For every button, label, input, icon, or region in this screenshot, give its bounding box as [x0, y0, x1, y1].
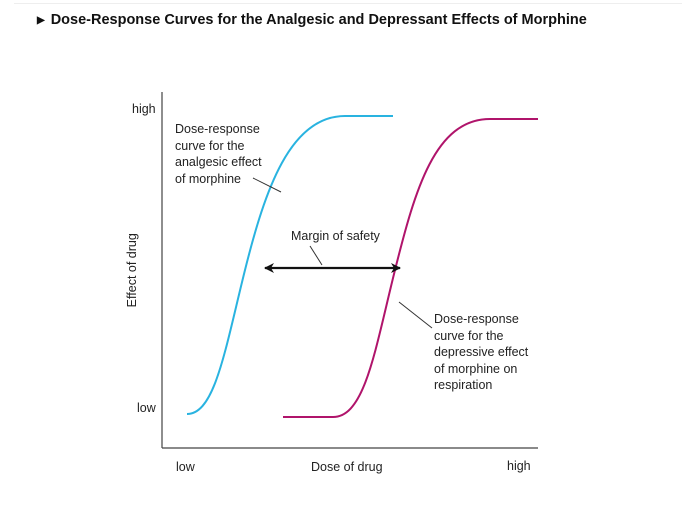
depressive-leader-line — [398, 301, 433, 329]
x-axis-low-label: low — [176, 460, 195, 474]
depressive-annotation: Dose-response curve for the depressive e… — [434, 311, 528, 394]
annotation-line: Dose-response — [434, 312, 519, 326]
analgesic-leader-line — [252, 177, 282, 193]
analgesic-annotation: Dose-response curve for the analgesic ef… — [175, 121, 262, 187]
annotation-line: Dose-response — [175, 122, 260, 136]
x-axis-high-label: high — [507, 459, 531, 473]
margin-of-safety-label: Margin of safety — [291, 229, 380, 243]
title-text: Dose-Response Curves for the Analgesic a… — [50, 12, 587, 28]
figure-title: ▶ Dose-Response Curves for the Analgesic … — [37, 12, 587, 28]
y-axis-title: Effect of drug — [124, 233, 139, 308]
annotation-line: analgesic effect — [175, 155, 262, 169]
annotation-line: curve for the — [175, 138, 245, 153]
analgesic-curve — [186, 115, 393, 415]
annotation-line: respiration — [434, 378, 493, 392]
annotation-line: curve for the — [434, 328, 504, 343]
triangle-right-icon: ▶ — [37, 15, 45, 26]
margin-leader-line — [309, 245, 323, 266]
annotation-line: of morphine on — [434, 361, 518, 376]
y-axis-low-label: low — [137, 401, 156, 415]
figure-frame — [14, 3, 682, 504]
x-axis-title: Dose of drug — [311, 460, 383, 474]
annotation-line: depressive effect — [434, 345, 529, 359]
annotation-line: of morphine — [175, 171, 242, 186]
y-axis-high-label: high — [132, 102, 156, 116]
